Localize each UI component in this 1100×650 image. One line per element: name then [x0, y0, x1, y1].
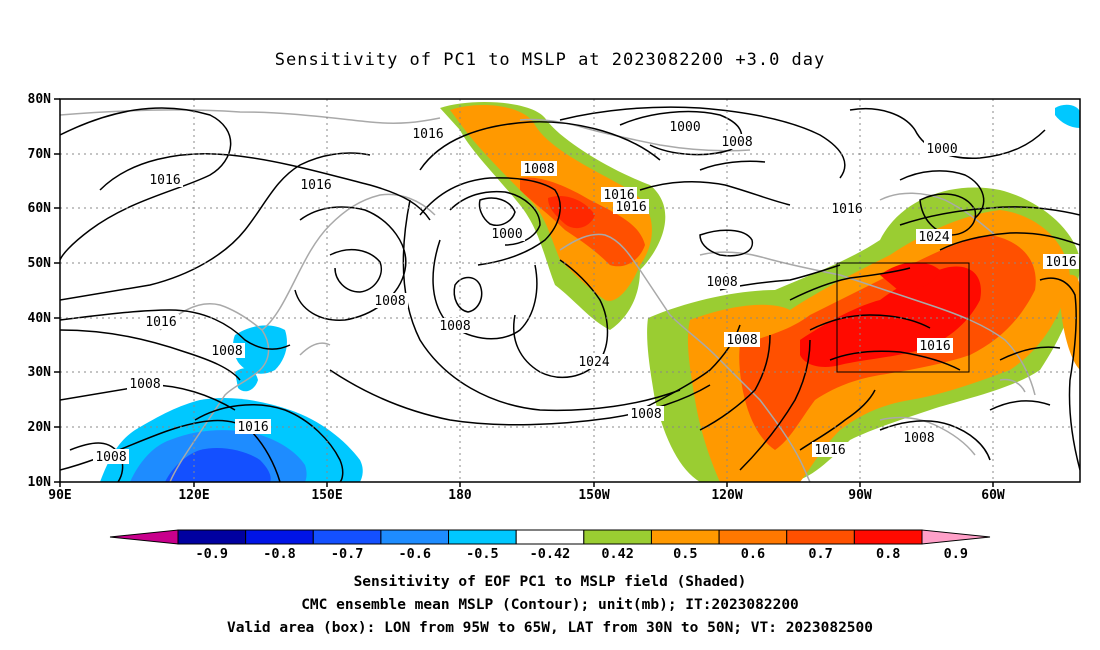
lon-label: 150W [578, 488, 609, 503]
contour-label: 1016 [145, 315, 176, 330]
contour-label: 1016 [412, 127, 443, 142]
lon-label: 180 [448, 488, 472, 503]
colorbar-tick-label: -0.7 [331, 546, 364, 562]
colorbar-segment [650, 529, 720, 545]
lat-label: 10N [28, 475, 52, 490]
colorbar-tick-label: 0.42 [601, 546, 634, 562]
contour-label: 1008 [523, 162, 554, 177]
lon-label: 120E [178, 488, 209, 503]
contour-label: 1000 [926, 142, 957, 157]
lat-label: 80N [28, 92, 52, 107]
colorbar-segment [312, 529, 382, 545]
contour-label: 1016 [1045, 255, 1076, 270]
lat-label: 20N [28, 420, 52, 435]
contour-label: 1016 [814, 443, 845, 458]
lon-label: 90E [48, 488, 71, 503]
contour-label: 1008 [706, 275, 737, 290]
contour-label: 1024 [578, 355, 609, 370]
colorbar-tick-label: 0.9 [944, 546, 968, 562]
contour-label: 1024 [918, 230, 949, 245]
lon-label: 90W [848, 488, 872, 503]
lon-label: 60W [981, 488, 1005, 503]
contour-label: 1008 [95, 450, 126, 465]
colorbar-tick-label: 0.8 [876, 546, 900, 562]
contour-label: 1016 [615, 200, 646, 215]
colorbar-tick-label: -0.8 [263, 546, 296, 562]
lon-label: 150E [311, 488, 342, 503]
contour-label: 1008 [374, 294, 405, 309]
colorbar-segment [515, 529, 585, 545]
contour-label: 1000 [669, 120, 700, 135]
lat-label: 30N [28, 365, 52, 380]
contour-label: 1000 [491, 227, 522, 242]
colorbar-segment [786, 529, 855, 545]
colorbar-segment [448, 529, 517, 545]
contour-label: 1016 [149, 173, 180, 188]
contour-label: 1008 [211, 344, 242, 359]
lat-label: 70N [28, 147, 52, 162]
contour-label: 1008 [439, 319, 470, 334]
contour-labels: 1016 1000 1008 1000 1016 1016 1008 1016 1016 1016… [93, 119, 1079, 465]
footer-line-valid-area: Valid area (box): LON from 95W to 65W, L… [226, 620, 873, 636]
colorbar-segment [177, 529, 247, 545]
colorbar-tick-label: 0.5 [673, 546, 697, 562]
colorbar-segment [853, 529, 923, 545]
colorbar-tick-label: -0.42 [530, 546, 571, 562]
colorbar-tick-label: 0.7 [808, 546, 832, 562]
contour-label: 1008 [129, 377, 160, 392]
footer-line-contour: CMC ensemble mean MSLP (Contour); unit(m… [301, 597, 799, 613]
contour-label: 1016 [831, 202, 862, 217]
contour-label: 1016 [919, 339, 950, 354]
footer-line-shading: Sensitivity of EOF PC1 to MSLP field (Sh… [353, 574, 747, 590]
colorbar-tick-label: -0.6 [398, 546, 431, 562]
negative-shading [100, 104, 1080, 482]
lon-label: 120W [711, 488, 742, 503]
colorbar-low-arrow [109, 529, 179, 545]
contour-label: 1016 [300, 178, 331, 193]
colorbar-segment [245, 529, 314, 545]
colorbar-segment [718, 529, 788, 545]
contour-label: 1008 [630, 407, 661, 422]
colorbar-tick-label: -0.5 [466, 546, 499, 562]
valid-area-box [836, 262, 970, 373]
contour-label: 1008 [721, 135, 752, 150]
lat-label: 40N [28, 311, 52, 326]
map-frame [59, 98, 1081, 483]
colorbar-segment [583, 529, 652, 545]
lat-label: 50N [28, 256, 52, 271]
grid-lines [60, 99, 1080, 482]
colorbar-tick-label: -0.9 [196, 546, 229, 562]
colorbar-segment [380, 529, 450, 545]
colorbar-high-arrow [921, 529, 991, 545]
lat-label: 60N [28, 201, 52, 216]
contour-label: 1008 [903, 431, 934, 446]
colorbar-tick-label: 0.6 [741, 546, 765, 562]
contour-label: 1016 [237, 420, 268, 435]
colorbar: -0.9 -0.8 -0.7 -0.6 -0.5 -0.42 0.42 0.5 0.6 0.7 0.… [109, 529, 991, 562]
contour-label: 1008 [726, 333, 757, 348]
chart-title: Sensitivity of PC1 to MSLP at 2023082200… [274, 50, 826, 70]
